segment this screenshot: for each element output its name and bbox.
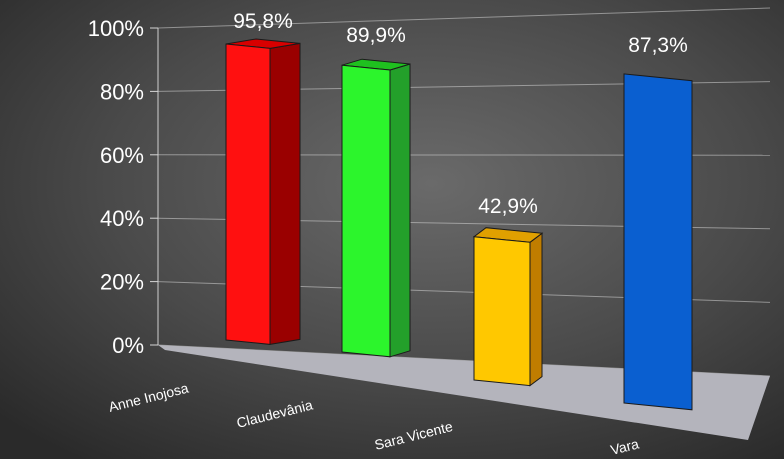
bar [225, 38, 301, 345]
data-label: 89,9% [346, 24, 406, 47]
bar-front [473, 236, 531, 387]
y-tick-label: 40% [100, 206, 144, 231]
gridline [157, 7, 771, 29]
y-tick-label: 60% [100, 143, 144, 168]
y-axis-ticks: 0% 20% 40% 60% 80% 100% [88, 16, 158, 358]
data-label: 87,3% [628, 34, 688, 57]
y-tick-label: 100% [88, 16, 144, 41]
data-labels: 95,8% 89,9% 42,9% 87,3% [233, 10, 688, 218]
bar-side [269, 42, 301, 345]
data-label: 42,9% [478, 195, 538, 218]
bar [341, 58, 411, 358]
floor-plane [158, 345, 770, 440]
y-tick-label: 80% [100, 79, 144, 104]
y-tick-label: 20% [100, 270, 144, 295]
bar-side [389, 63, 411, 358]
y-tick-label: 0% [112, 333, 144, 358]
bar [623, 73, 693, 411]
bar-front [225, 43, 271, 345]
category-label: Vara [609, 435, 641, 457]
bar-side [529, 232, 543, 387]
bar-front [341, 64, 391, 358]
bars [225, 38, 693, 411]
bar [472, 227, 544, 387]
bar-front [623, 73, 693, 411]
chart-floor [158, 345, 770, 440]
data-label: 95,8% [233, 10, 293, 33]
